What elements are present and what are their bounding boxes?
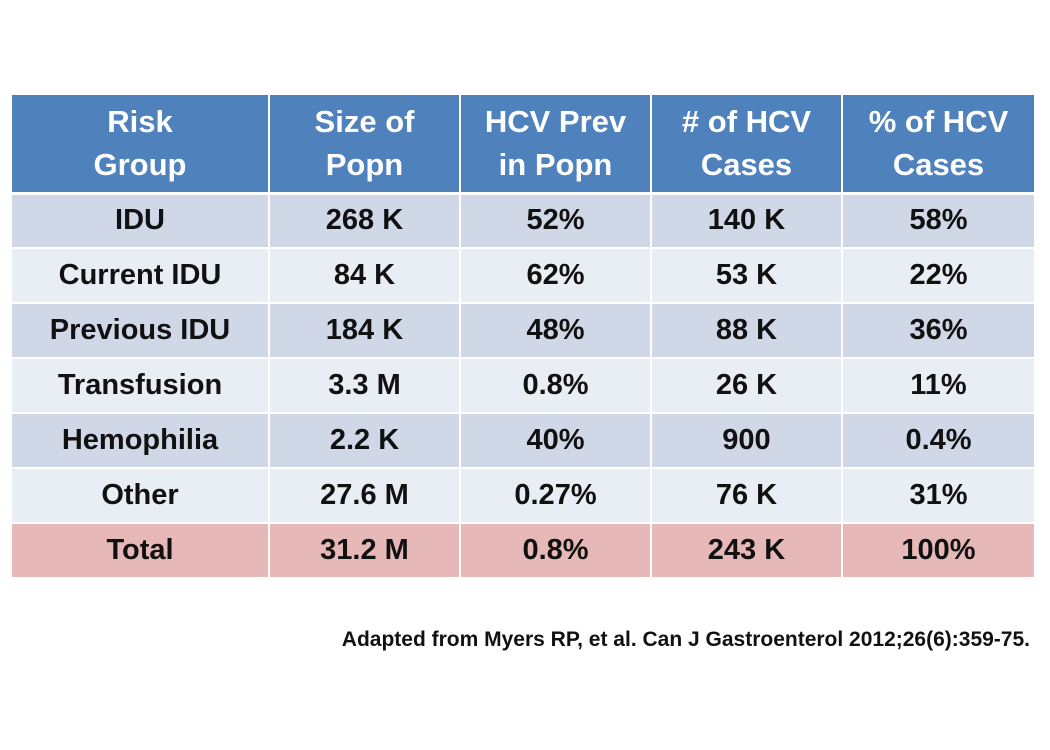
header-pct-hcv-cases-line1: % of HCV [868, 104, 1009, 140]
cell-hcv-prev: 0.27% [460, 468, 652, 524]
header-risk-group-line2: Group [93, 147, 187, 183]
table-row: Current IDU 84 K 62% 53 K 22% [12, 248, 1034, 304]
cell-pct-hcv-cases: 11% [842, 358, 1034, 414]
cell-risk-group: Other [12, 468, 270, 524]
cell-size-of-popn: 3.3 M [269, 358, 461, 414]
cell-num-hcv-cases: 53 K [651, 248, 843, 304]
cell-risk-group: Current IDU [12, 248, 270, 304]
cell-hcv-prev: 0.8% [460, 358, 652, 414]
cell-risk-group: Previous IDU [12, 303, 270, 359]
cell-num-hcv-cases: 140 K [651, 193, 843, 249]
table-row: IDU 268 K 52% 140 K 58% [12, 193, 1034, 249]
cell-hcv-prev: 52% [460, 193, 652, 249]
table-row: Previous IDU 184 K 48% 88 K 36% [12, 303, 1034, 359]
cell-num-hcv-cases: 88 K [651, 303, 843, 359]
cell-risk-group: IDU [12, 193, 270, 249]
header-size-of-popn: Size of Popn [269, 95, 461, 195]
cell-pct-hcv-cases: 22% [842, 248, 1034, 304]
cell-pct-hcv-cases: 36% [842, 303, 1034, 359]
table-row: Hemophilia 2.2 K 40% 900 0.4% [12, 413, 1034, 469]
cell-risk-group: Transfusion [12, 358, 270, 414]
table-row: Other 27.6 M 0.27% 76 K 31% [12, 468, 1034, 524]
header-num-hcv-cases-line2: Cases [700, 147, 793, 183]
cell-num-hcv-cases: 900 [651, 413, 843, 469]
cell-hcv-prev: 40% [460, 413, 652, 469]
cell-size-of-popn: 84 K [269, 248, 461, 304]
cell-hcv-prev: 62% [460, 248, 652, 304]
header-pct-hcv-cases-line2: Cases [892, 147, 985, 183]
table-row: Transfusion 3.3 M 0.8% 26 K 11% [12, 358, 1034, 414]
cell-size-of-popn: 184 K [269, 303, 461, 359]
cell-pct-hcv-cases: 58% [842, 193, 1034, 249]
total-row: Total 31.2 M 0.8% 243 K 100% [12, 523, 1034, 579]
cell-hcv-prev: 48% [460, 303, 652, 359]
header-row: Risk Group Size of Popn HCV Prev in Popn… [12, 95, 1034, 195]
cell-pct-hcv-cases: 31% [842, 468, 1034, 524]
total-pct-hcv-cases: 100% [842, 523, 1034, 579]
header-hcv-prev-line1: HCV Prev [484, 104, 627, 140]
cell-num-hcv-cases: 76 K [651, 468, 843, 524]
header-risk-group: Risk Group [12, 95, 270, 195]
cell-risk-group: Hemophilia [12, 413, 270, 469]
header-hcv-prev: HCV Prev in Popn [460, 95, 652, 195]
cell-num-hcv-cases: 26 K [651, 358, 843, 414]
cell-pct-hcv-cases: 0.4% [842, 413, 1034, 469]
header-risk-group-line1: Risk [107, 104, 173, 140]
total-hcv-prev: 0.8% [460, 523, 652, 579]
cell-size-of-popn: 27.6 M [269, 468, 461, 524]
hcv-risk-table: Risk Group Size of Popn HCV Prev in Popn… [12, 95, 1034, 579]
cell-size-of-popn: 268 K [269, 193, 461, 249]
header-hcv-prev-line2: in Popn [498, 147, 613, 183]
total-num-hcv-cases: 243 K [651, 523, 843, 579]
header-num-hcv-cases: # of HCV Cases [651, 95, 843, 195]
source-citation: Adapted from Myers RP, et al. Can J Gast… [341, 628, 1030, 651]
total-label: Total [12, 523, 270, 579]
header-num-hcv-cases-line1: # of HCV [681, 104, 812, 140]
header-size-of-popn-line2: Popn [325, 147, 404, 183]
total-size-of-popn: 31.2 M [269, 523, 461, 579]
header-pct-hcv-cases: % of HCV Cases [842, 95, 1034, 195]
cell-size-of-popn: 2.2 K [269, 413, 461, 469]
header-size-of-popn-line1: Size of [314, 104, 415, 140]
